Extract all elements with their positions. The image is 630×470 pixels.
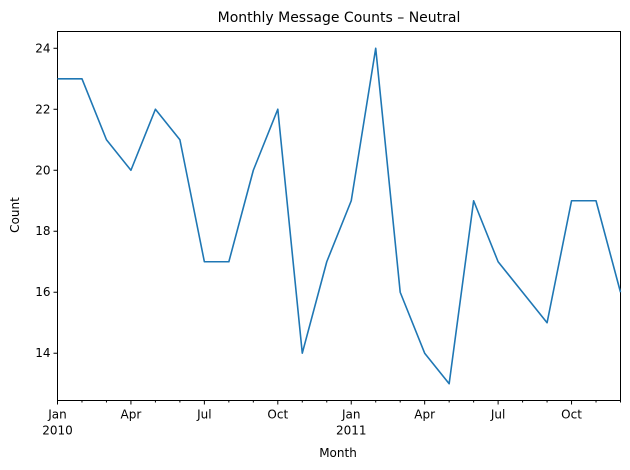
x-tick-label: Jul (196, 408, 211, 422)
y-tick-label: 22 (35, 102, 50, 116)
plot-frame (57, 31, 621, 401)
y-axis-label: Count (8, 197, 22, 233)
x-tick-label: Oct (561, 408, 582, 422)
x-tick-label: Apr (414, 408, 435, 422)
x-tick-label: Apr (121, 408, 142, 422)
x-axis-label: Month (319, 446, 357, 460)
x-tick-year-label: 2010 (42, 424, 73, 438)
y-tick-label: 16 (35, 285, 50, 299)
y-tick-label: 14 (35, 346, 50, 360)
x-tick-year-label: 2011 (336, 424, 367, 438)
chart-title: Monthly Message Counts – Neutral (218, 10, 461, 26)
x-tick-label: Oct (267, 408, 288, 422)
x-tick-label: Jan (341, 408, 361, 422)
y-tick-label: 18 (35, 224, 50, 238)
y-tick-label: 20 (35, 163, 50, 177)
series-line-neutral (57, 47, 622, 385)
data-points (57, 48, 621, 384)
y-tick-label: 24 (35, 41, 50, 55)
y-axis: 14 16 18 20 22 24 (35, 41, 58, 360)
x-axis: Jan 2010 Apr Jul Oct Jan 2011 Apr Jul Oct (42, 400, 621, 438)
x-tick-label: Jul (490, 408, 505, 422)
x-tick-label: Jan (47, 408, 67, 422)
